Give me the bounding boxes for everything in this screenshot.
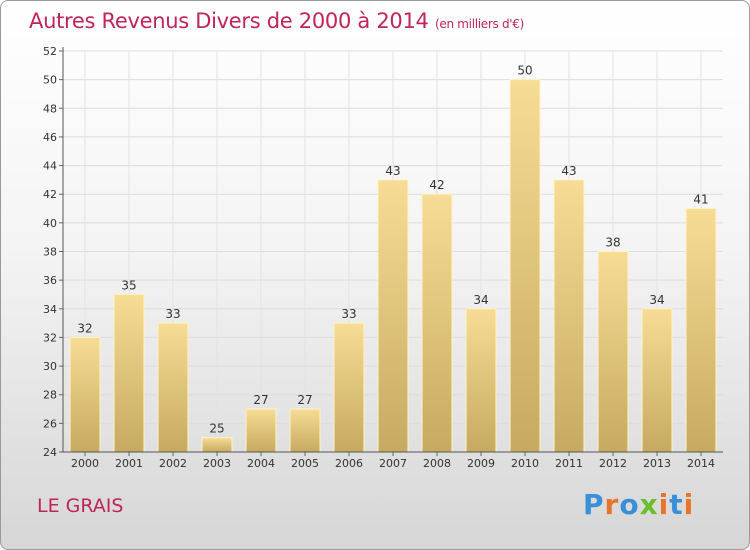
y-tick-label: 36 — [43, 274, 57, 287]
chart-subtitle: (en milliers d'€) — [435, 17, 525, 31]
bar-2002 — [157, 322, 189, 453]
x-tick-label: 2007 — [379, 457, 407, 470]
y-tick-label: 38 — [43, 246, 57, 259]
x-tick-label: 2013 — [643, 457, 671, 470]
data-label: 50 — [517, 64, 532, 78]
bar-2009 — [465, 308, 497, 453]
y-tick-label: 30 — [43, 360, 57, 373]
chart-title-text: Autres Revenus Divers de 2000 à 2014 — [29, 9, 429, 33]
y-tick-label: 46 — [43, 131, 57, 144]
y-tick-label: 52 — [43, 45, 57, 58]
data-label: 38 — [605, 236, 620, 250]
bar-2005 — [289, 408, 321, 453]
data-label: 43 — [561, 164, 576, 178]
x-tick-label: 2008 — [423, 457, 451, 470]
y-tick-label: 24 — [43, 446, 57, 459]
chart-title: Autres Revenus Divers de 2000 à 2014 (en… — [29, 9, 524, 33]
y-tick-label: 42 — [43, 188, 57, 201]
x-tick-label: 2005 — [291, 457, 319, 470]
data-label: 34 — [649, 293, 664, 307]
y-tick-label: 48 — [43, 102, 57, 115]
bar-2000 — [69, 336, 101, 453]
x-tick-label: 2014 — [687, 457, 715, 470]
town-name: LE GRAIS — [37, 495, 124, 517]
x-tick-label: 2006 — [335, 457, 363, 470]
data-label: 34 — [473, 293, 488, 307]
y-tick-label: 50 — [43, 74, 57, 87]
data-label: 42 — [429, 178, 444, 192]
bar-2010 — [509, 79, 541, 453]
data-label: 25 — [209, 422, 224, 436]
x-tick-label: 2001 — [115, 457, 143, 470]
data-label: 41 — [693, 193, 708, 207]
logo-letter: i — [683, 488, 695, 521]
logo-letter: i — [658, 488, 670, 521]
bar-2007 — [377, 179, 409, 453]
x-tick-label: 2009 — [467, 457, 495, 470]
axes — [59, 47, 723, 456]
y-tick-label: 32 — [43, 331, 57, 344]
x-tick-label: 2004 — [247, 457, 275, 470]
x-tick-label: 2011 — [555, 457, 583, 470]
x-tick-label: 2000 — [71, 457, 99, 470]
bar-2013 — [641, 308, 673, 453]
bar-2011 — [553, 179, 585, 453]
bar-2008 — [421, 193, 453, 453]
bar-2006 — [333, 322, 365, 453]
y-tick-label: 28 — [43, 389, 57, 402]
x-tick-label: 2003 — [203, 457, 231, 470]
logo-letter: x — [639, 488, 659, 521]
data-label: 33 — [165, 307, 180, 321]
logo-letter: o — [619, 488, 640, 521]
logo-letter: t — [669, 488, 684, 521]
x-tick-label: 2010 — [511, 457, 539, 470]
logo-letter: P — [583, 488, 605, 521]
x-tick-label: 2012 — [599, 457, 627, 470]
bar-2012 — [597, 251, 629, 453]
logo-letter: r — [604, 488, 620, 521]
data-label: 27 — [253, 393, 268, 407]
data-label: 35 — [121, 278, 136, 292]
y-tick-label: 44 — [43, 160, 57, 173]
data-label: 43 — [385, 164, 400, 178]
y-tick-label: 34 — [43, 303, 57, 316]
bar-2014 — [685, 208, 717, 453]
bar-2003 — [201, 437, 233, 453]
x-tick-label: 2002 — [159, 457, 187, 470]
data-label: 33 — [341, 307, 356, 321]
proxiti-logo: Proxiti — [583, 488, 694, 521]
labels: 24 26 28 30 32 34 36 38 40 42 44 46 48 50 52 32 2000 35 20… — [43, 45, 715, 470]
bars — [69, 79, 717, 453]
y-tick-label: 40 — [43, 217, 57, 230]
bar-2004 — [245, 408, 277, 453]
data-label: 32 — [77, 321, 92, 335]
bar-2001 — [113, 293, 145, 453]
y-tick-label: 26 — [43, 417, 57, 430]
data-label: 27 — [297, 393, 312, 407]
